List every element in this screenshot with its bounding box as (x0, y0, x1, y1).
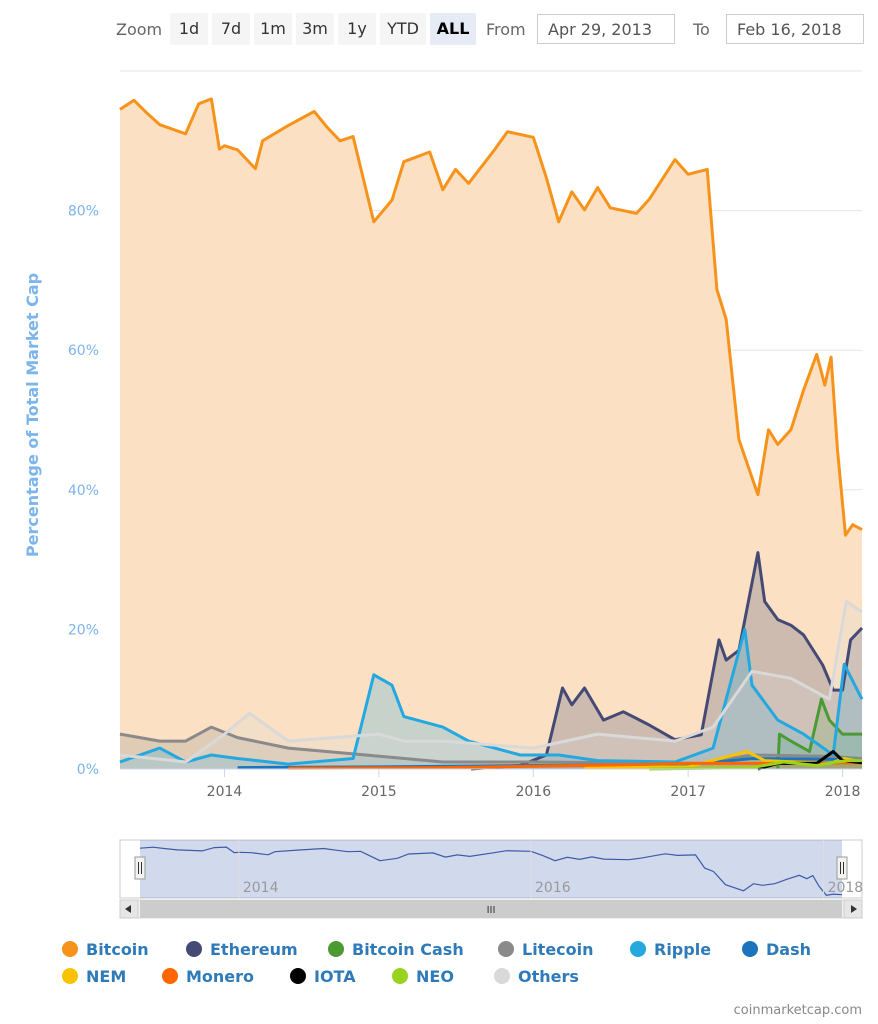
legend-label: Ripple (654, 940, 712, 959)
legend-item-neo[interactable]: NEO (392, 967, 454, 986)
legend-label: Bitcoin Cash (352, 940, 464, 959)
ripple-series-line[interactable] (119, 627, 864, 766)
bitcoin-series-line[interactable] (119, 97, 863, 537)
zoom-7d-button[interactable]: 7d (212, 13, 250, 45)
bitcoin-cash-area (777, 699, 862, 769)
legend-item-ethereum[interactable]: Ethereum (186, 940, 298, 959)
y-tick-label: 0% (77, 762, 99, 778)
to-label: To (693, 20, 710, 39)
legend-label: NEM (86, 967, 127, 986)
legend-item-bitcoin-cash[interactable]: Bitcoin Cash (328, 940, 464, 959)
ethereum-series-line[interactable] (470, 551, 864, 771)
scrollbar-grip-icon: III (487, 905, 496, 916)
legend-marker-icon (290, 968, 306, 984)
y-tick-label: 80% (68, 204, 99, 220)
market-cap-chart: Percentage of Total Market Cap 0% 20% 40% 6… (23, 70, 864, 919)
legend-marker-icon (392, 968, 408, 984)
y-axis-title: Percentage of Total Market Cap (23, 273, 42, 557)
x-tick-label: 2016 (515, 784, 551, 800)
litecoin-area (120, 727, 862, 769)
scrollbar-thumb[interactable] (140, 900, 842, 918)
navigator-tick-label: 2016 (535, 880, 571, 896)
navigator (119, 839, 863, 899)
legend-item-ripple[interactable]: Ripple (630, 940, 711, 959)
y-tick-label: 40% (68, 483, 99, 499)
neo-area (649, 760, 862, 769)
ethereum-area (471, 552, 862, 769)
arrow-left-icon (125, 905, 131, 913)
credit-link[interactable]: coinmarketcap.com (733, 1003, 862, 1018)
legend-marker-icon (162, 968, 178, 984)
legend-marker-icon (630, 941, 646, 957)
legend-marker-icon (742, 941, 758, 957)
legend-label: Monero (186, 967, 255, 986)
zoom-1m-button[interactable]: 1m (254, 13, 292, 45)
x-tick-label: 2015 (361, 784, 397, 800)
navigator-selection[interactable] (140, 840, 842, 898)
zoom-3m-button[interactable]: 3m (296, 13, 334, 45)
legend-label: Others (518, 967, 579, 986)
legend-item-nem[interactable]: NEM (62, 967, 126, 986)
legend-item-dash[interactable]: Dash (742, 940, 811, 959)
navigator-tick-label: 2014 (243, 880, 279, 896)
dash-area (237, 758, 863, 769)
legend-marker-icon (62, 941, 78, 957)
navigator-tick-label: 2018 (828, 880, 864, 896)
legend-label: Ethereum (210, 940, 298, 959)
x-tick-label: 2018 (825, 784, 861, 800)
legend-label: Bitcoin (86, 940, 149, 959)
bitcoin-cash-series-line[interactable] (776, 697, 862, 770)
legend-marker-icon (186, 941, 202, 957)
y-tick-label: 20% (68, 622, 99, 638)
arrow-right-icon (851, 905, 857, 913)
zoom-all-button[interactable]: ALL (430, 13, 476, 45)
legend-marker-icon (494, 968, 510, 984)
legend-item-iota[interactable]: IOTA (290, 967, 356, 986)
nem-series-line[interactable] (584, 750, 863, 770)
legend-label: Dash (766, 940, 811, 959)
from-label: From (486, 20, 526, 39)
x-tick-label: 2017 (670, 784, 706, 800)
legend-label: IOTA (314, 967, 356, 986)
legend-marker-icon (498, 941, 514, 957)
zoom-1d-button[interactable]: 1d (170, 13, 208, 45)
legend-label: Litecoin (522, 940, 594, 959)
navigator-left-handle[interactable] (134, 856, 146, 880)
legend-item-litecoin[interactable]: Litecoin (498, 940, 594, 959)
to-date-input[interactable]: Feb 16, 2018 (726, 14, 864, 44)
legend-item-monero[interactable]: Monero (162, 967, 254, 986)
legend-item-others[interactable]: Others (494, 967, 579, 986)
zoom-1y-button[interactable]: 1y (338, 13, 376, 45)
y-tick-label: 60% (68, 343, 99, 359)
legend-label: NEO (416, 967, 454, 986)
others-area (120, 601, 862, 769)
bitcoin-area (120, 98, 862, 769)
navigator-right-handle[interactable] (836, 856, 848, 880)
legend-item-bitcoin[interactable]: Bitcoin (62, 940, 149, 959)
from-date-input[interactable]: Apr 29, 2013 (537, 14, 675, 44)
legend-marker-icon (62, 968, 78, 984)
neo-series-line[interactable] (649, 759, 862, 771)
zoom-label: Zoom (116, 20, 163, 39)
legend-marker-icon (328, 941, 344, 957)
zoom-ytd-button[interactable]: YTD (380, 13, 426, 45)
others-series-line[interactable] (119, 600, 863, 764)
x-tick-label: 2014 (207, 784, 243, 800)
